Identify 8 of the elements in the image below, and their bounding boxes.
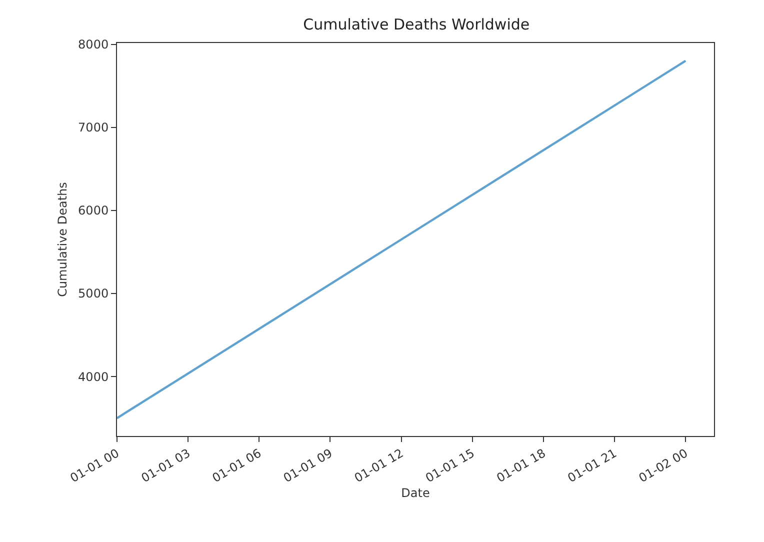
- x-axis-title: Date: [401, 486, 430, 500]
- y-tick-label: 6000: [78, 204, 109, 218]
- y-tick-label: 8000: [78, 37, 109, 52]
- y-tick-label: 7000: [78, 120, 109, 135]
- y-tick-label: 4000: [78, 370, 109, 384]
- y-tick-label: 5000: [78, 286, 109, 301]
- y-axis-title: Cumulative Deaths: [55, 182, 70, 297]
- chart-title: Cumulative Deaths Worldwide: [303, 15, 530, 34]
